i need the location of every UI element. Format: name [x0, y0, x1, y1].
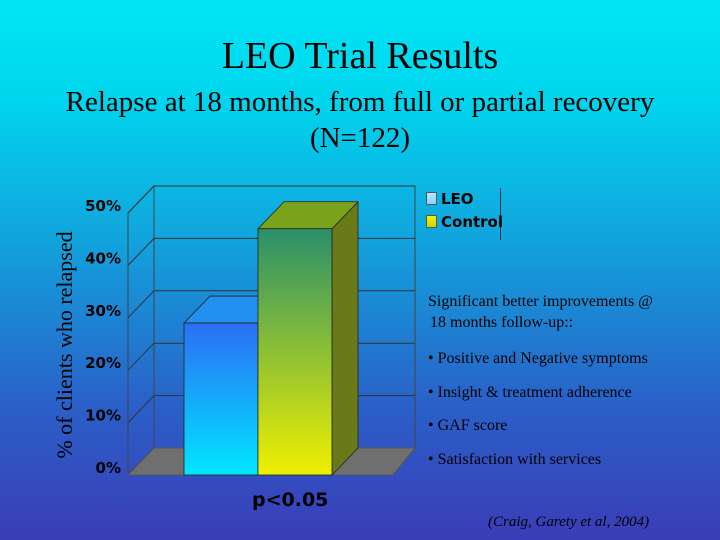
- chart-side-wall: [127, 184, 155, 477]
- bar-side-1: [331, 200, 359, 476]
- bar-control: [257, 228, 333, 476]
- p-value: p<0.05: [252, 489, 329, 511]
- y-tick-label: 20%: [85, 354, 121, 372]
- findings-heading-line-1: Significant better improvements @: [428, 293, 653, 310]
- subtitle-line-2: (N=122): [309, 122, 411, 154]
- findings-item: • Satisfaction with services: [428, 450, 602, 468]
- slide-title: LEO Trial Results: [221, 35, 499, 77]
- y-tick-label: 0%: [96, 459, 121, 477]
- gridline: [127, 185, 415, 214]
- findings-heading: Significant better improvements @ 18 mon…: [428, 291, 718, 333]
- bar-leo: [183, 322, 259, 476]
- slide-subtitle: Relapse at 18 months, from full or parti…: [0, 84, 720, 156]
- legend-item-control: Control: [426, 211, 504, 234]
- findings-list: • Positive and Negative symptoms • Insig…: [428, 348, 718, 482]
- findings-item: • GAF score: [428, 417, 508, 434]
- legend-swatch-control: [426, 215, 437, 228]
- y-axis-ticks: 0% 10% 20% 30% 40% 50%: [85, 197, 121, 477]
- citation: (Craig, Garety et al, 2004): [488, 514, 650, 530]
- y-tick-label: 10%: [85, 407, 121, 425]
- findings-panel: Significant better improvements @ 18 mon…: [428, 291, 718, 482]
- chart-bars: [183, 200, 359, 476]
- legend-label-control: Control: [441, 213, 504, 231]
- chart-legend: LEO Control: [426, 188, 504, 240]
- legend-item-leo: LEO: [426, 188, 500, 211]
- findings-heading-line-2: 18 months follow-up::: [430, 314, 574, 331]
- legend-label-leo: LEO: [441, 190, 474, 208]
- findings-item: • Insight & treatment adherence: [428, 383, 632, 401]
- subtitle-line-1: Relapse at 18 months, from full or parti…: [65, 86, 655, 118]
- y-tick-label: 30%: [85, 302, 121, 320]
- findings-item: • Positive and Negative symptoms: [428, 350, 648, 367]
- y-tick-label: 40%: [85, 249, 121, 267]
- y-tick-label: 50%: [85, 197, 121, 215]
- legend-swatch-leo: [426, 192, 437, 205]
